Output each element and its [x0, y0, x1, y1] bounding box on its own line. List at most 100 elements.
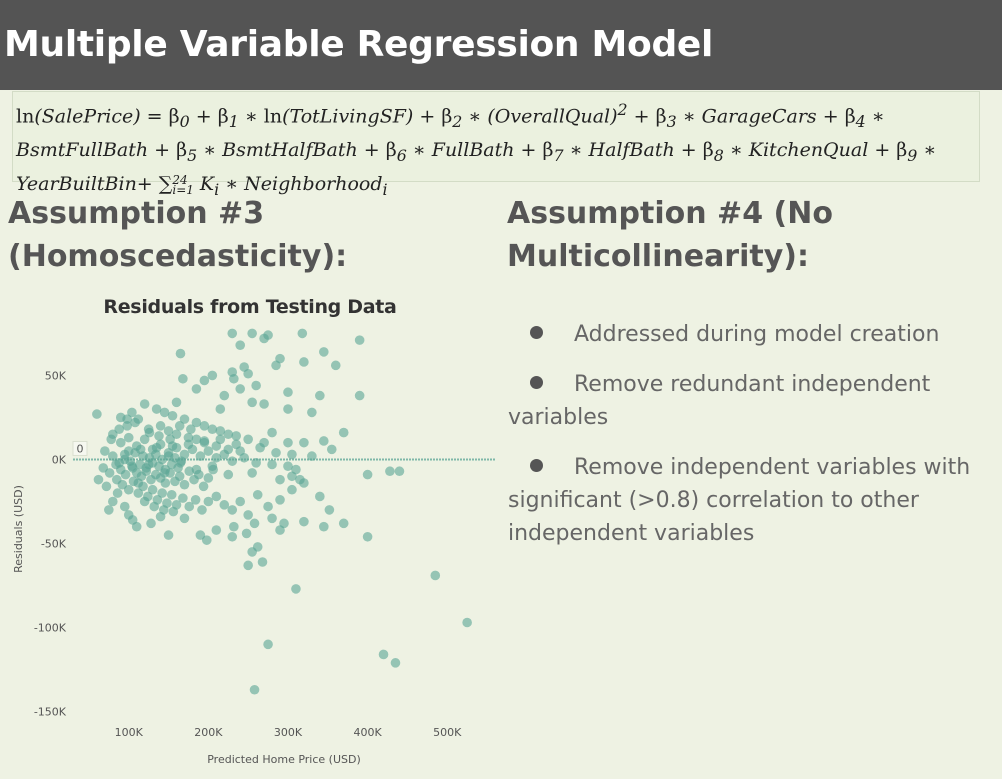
scatter-point	[223, 429, 234, 440]
scatter-point	[163, 530, 174, 540]
scatter-point	[175, 348, 186, 359]
scatter-point	[100, 446, 110, 456]
scatter-point	[174, 421, 185, 431]
scatter-point	[324, 505, 335, 515]
scatter-point	[101, 481, 112, 492]
scatter-point	[247, 468, 257, 478]
scatter-point	[127, 515, 138, 525]
scatter-point	[207, 424, 218, 435]
scatter-point	[154, 431, 164, 441]
reference-line-label: 0	[77, 442, 84, 455]
scatter-point	[259, 437, 269, 448]
scatter-point	[378, 649, 389, 660]
scatter-point	[174, 471, 185, 482]
scatter-point	[267, 427, 277, 438]
scatter-point	[247, 547, 257, 557]
scatter-point	[271, 447, 281, 458]
scatter-point	[291, 464, 301, 475]
scatter-point	[159, 468, 170, 478]
y-tick-label: -150K	[34, 706, 67, 719]
y-tick-label: -100K	[34, 622, 67, 635]
scatter-point	[211, 452, 222, 463]
scatter-point	[157, 488, 167, 498]
scatter-point	[147, 484, 158, 495]
scatter-point	[235, 496, 246, 507]
scatter-point	[297, 328, 308, 339]
scatter-point	[151, 442, 162, 453]
formula-line-2: BsmtFullBath + β5 ∗ BsmtHalfBath + β6 ∗ …	[16, 139, 937, 165]
scatter-point	[163, 426, 174, 436]
y-tick-label: -50K	[41, 538, 67, 551]
scatter-point	[183, 439, 194, 450]
scatter-point	[179, 479, 190, 490]
scatter-point	[354, 335, 365, 345]
scatter-point	[184, 466, 195, 477]
bullet-text: Remove independent variables with signif…	[508, 455, 971, 546]
scatter-point	[123, 446, 134, 456]
scatter-point	[354, 390, 365, 401]
scatter-point	[243, 434, 253, 445]
y-tick-label: 50K	[45, 369, 67, 382]
scatter-point	[168, 506, 179, 517]
scatter-point	[259, 399, 269, 409]
scatter-point	[215, 434, 226, 445]
scatter-point	[235, 340, 246, 350]
scatter-point	[175, 458, 186, 468]
scatter-point	[287, 484, 297, 495]
scatter-point	[283, 404, 293, 414]
scatter-point	[191, 417, 202, 428]
scatter-point	[227, 456, 238, 466]
scatter-point	[112, 488, 123, 498]
bullet-text: Remove redundant independent variables	[508, 372, 931, 430]
scatter-point	[115, 437, 126, 448]
scatter-point	[243, 510, 253, 520]
scatter-point	[215, 426, 226, 436]
assumption-3-heading: Assumption #3 (Homoscedasticity):	[8, 196, 348, 274]
scatter-point	[275, 525, 285, 535]
x-tick-label: 100K	[115, 726, 144, 739]
x-axis-label: Predicted Home Price (USD)	[207, 753, 361, 766]
scatter-point	[330, 360, 341, 371]
scatter-point	[183, 432, 194, 443]
scatter-point	[291, 584, 301, 594]
scatter-point	[203, 496, 214, 507]
scatter-point	[119, 501, 130, 512]
scatter-point	[197, 505, 207, 515]
scatter-point	[275, 474, 285, 485]
scatter-point	[239, 452, 249, 463]
x-tick-label: 200K	[194, 726, 223, 739]
scatter-point	[215, 404, 226, 414]
scatter-point	[251, 458, 261, 468]
scatter-point	[120, 469, 131, 480]
scatter-point	[338, 427, 349, 438]
scatter-point	[178, 493, 188, 503]
scatter-point	[223, 469, 234, 480]
scatter-point	[155, 421, 166, 431]
scatter-point	[211, 491, 222, 502]
scatter-point	[247, 328, 257, 339]
x-tick-label: 500K	[433, 726, 462, 739]
scatter-point	[203, 446, 214, 456]
scatter-point	[231, 431, 242, 441]
scatter-point	[319, 347, 329, 357]
scatter-point	[251, 380, 261, 391]
scatter-point	[114, 424, 124, 435]
scatter-point	[199, 421, 210, 431]
scatter-point	[299, 437, 309, 448]
scatter-point	[315, 390, 325, 401]
scatter-point	[178, 373, 188, 384]
scatter-point	[171, 397, 182, 408]
scatter-point	[241, 528, 252, 539]
scatter-point	[295, 474, 305, 485]
scatter-point	[139, 399, 150, 409]
scatter-point	[227, 531, 238, 542]
bullet-item: Addressed during model creation	[508, 318, 993, 351]
scatter-point	[319, 436, 329, 446]
scatter-point	[385, 466, 395, 477]
scatter-point	[229, 373, 239, 384]
scatter-point	[315, 491, 325, 502]
scatter-point	[207, 370, 218, 381]
scatter-point	[263, 501, 273, 512]
scatter-point	[158, 505, 169, 515]
scatter-point	[219, 500, 230, 510]
